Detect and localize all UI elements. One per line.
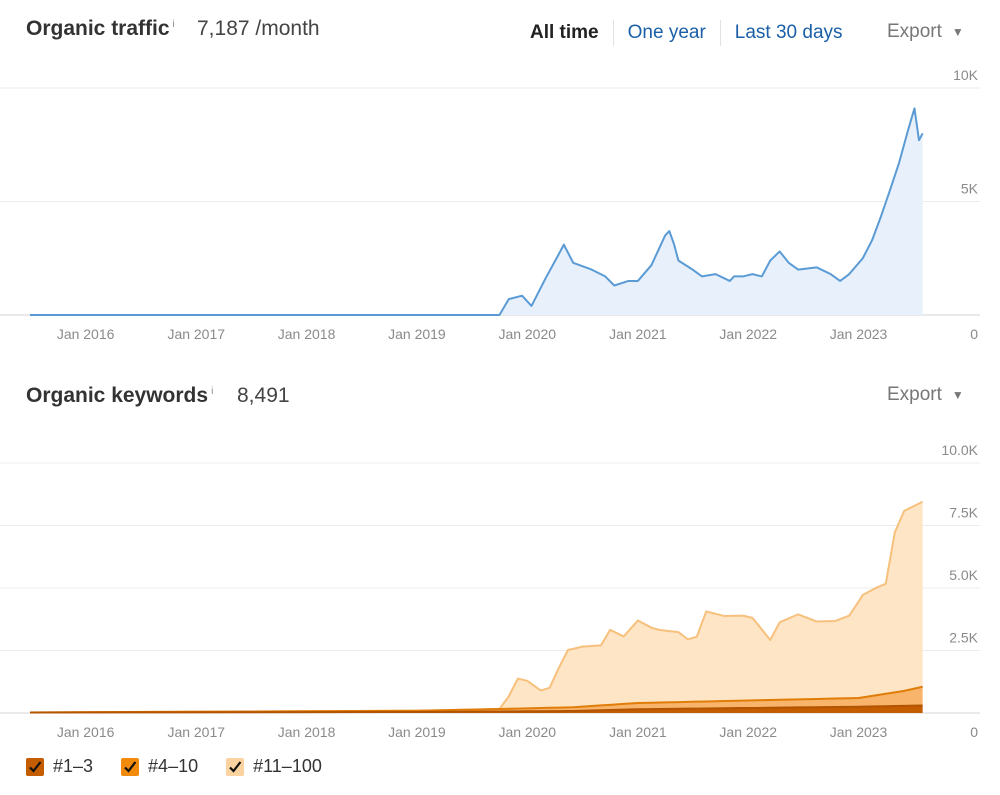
x-tick-label: Jan 2016 — [57, 724, 115, 740]
y-tick-label: 7.5K — [949, 505, 978, 521]
x-tick-label: Jan 2020 — [498, 724, 556, 740]
traffic-line — [30, 107, 924, 316]
legend-item-4-10[interactable]: #4–10 — [121, 756, 198, 777]
y-tick-label: 10K — [953, 67, 979, 83]
keywords-export-button[interactable]: Export ▼ — [887, 384, 964, 406]
x-tick-label: Jan 2019 — [388, 326, 446, 342]
tab-one-year[interactable]: One year — [612, 20, 720, 46]
traffic-title: Organic traffic i — [26, 17, 175, 41]
traffic-chart: 10K 5K 0 Jan 2016 Jan 2017 Jan 2018 Jan 2019 Ja… — [0, 67, 980, 342]
x-tick-label: Jan 2022 — [719, 326, 777, 342]
checkbox-top3[interactable] — [26, 757, 44, 776]
check-icon — [124, 760, 137, 773]
tab-last-30-days[interactable]: Last 30 days — [719, 20, 857, 46]
keywords-value: 8,491 — [237, 384, 290, 407]
x-tick-label: Jan 2023 — [830, 724, 888, 740]
keywords-area--4-10 — [30, 686, 923, 713]
caret-down-icon: ▼ — [951, 25, 964, 39]
traffic-area — [30, 108, 923, 316]
x-tick-label: Jan 2020 — [498, 326, 556, 342]
traffic-value: 7,187 /month — [197, 17, 320, 40]
traffic-export-button[interactable]: Export ▼ — [887, 21, 964, 43]
keywords-title-text: Organic keywords — [26, 384, 209, 407]
x-tick-label: Jan 2019 — [388, 724, 446, 740]
x-tick-label: Jan 2022 — [719, 724, 777, 740]
x-tick-label: Jan 2023 — [830, 326, 888, 342]
keywords-line--4-10 — [29, 685, 923, 714]
x-tick-label: Jan 2017 — [167, 724, 225, 740]
y-tick-label: 5.0K — [949, 567, 978, 583]
x-tick-label: Jan 2018 — [278, 724, 336, 740]
check-icon — [29, 760, 42, 773]
legend-item-top3[interactable]: #1–3 — [26, 756, 93, 777]
keywords-chart: 10.0K 7.5K 5.0K 2.5K 0 Jan 2016 Jan 2017 Jan 20… — [0, 442, 980, 740]
checkbox-4-10[interactable] — [121, 757, 140, 776]
x-tick-label: Jan 2018 — [278, 326, 336, 342]
keywords-legend: #1–3 #4–10 #11–100 — [26, 756, 350, 777]
x-tick-label: Jan 2021 — [609, 724, 667, 740]
traffic-info-icon[interactable]: i — [172, 19, 175, 30]
legend-label-top3: #1–3 — [53, 756, 94, 776]
y-tick-label: 2.5K — [949, 630, 978, 646]
keywords-title: Organic keywords i — [26, 384, 213, 408]
x-tick-label: Jan 2021 — [609, 326, 667, 342]
checkbox-11-100[interactable] — [226, 757, 245, 776]
keywords-line--11-100 — [29, 500, 924, 714]
keywords-area--11-100 — [30, 501, 923, 713]
legend-label-11-100: #11–100 — [253, 756, 322, 776]
traffic-title-text: Organic traffic — [26, 17, 170, 40]
legend-label-4-10: #4–10 — [148, 756, 199, 776]
legend-item-11-100[interactable]: #11–100 — [226, 756, 322, 777]
tab-all-time[interactable]: All time — [530, 22, 599, 43]
y-tick-label: 10.0K — [941, 442, 978, 458]
time-range-tabs: All time One year Last 30 days — [516, 20, 857, 46]
x-tick-label: Jan 2017 — [167, 326, 225, 342]
keywords-line--1-3 — [29, 704, 923, 714]
caret-down-icon: ▼ — [951, 388, 964, 402]
keywords-info-icon[interactable]: i — [211, 386, 214, 397]
y-tick-label: 0 — [970, 326, 978, 342]
x-tick-label: Jan 2016 — [57, 326, 115, 342]
keywords-export-label: Export — [887, 384, 942, 405]
y-tick-label: 5K — [961, 181, 979, 197]
check-icon — [229, 760, 242, 773]
y-tick-label: 0 — [970, 724, 978, 740]
keywords-area--1-3 — [30, 705, 923, 713]
traffic-export-label: Export — [887, 21, 942, 42]
